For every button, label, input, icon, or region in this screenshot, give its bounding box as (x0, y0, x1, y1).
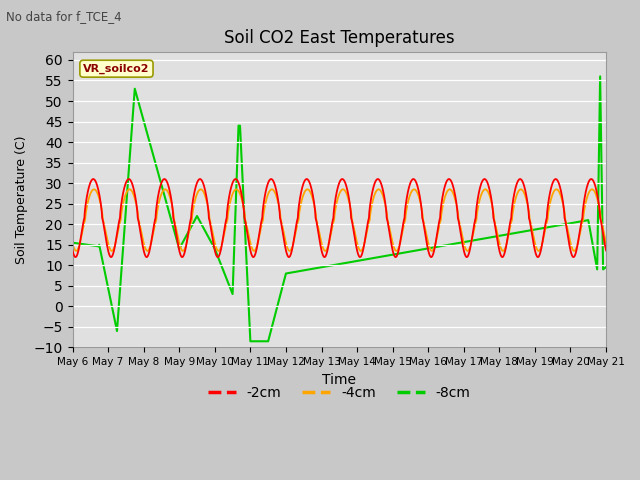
-2cm (509, 195, 517, 201)
-4cm (509, 205, 517, 211)
-2cm (68, 248, 76, 253)
-2cm (292, 227, 300, 232)
-4cm (90, 186, 98, 192)
-2cm (188, 215, 195, 221)
-8cm (602, 264, 610, 270)
Line: -2cm: -2cm (72, 179, 606, 257)
-4cm (68, 240, 76, 246)
-4cm (422, 228, 429, 234)
-8cm (246, 338, 254, 344)
-2cm (72, 254, 79, 260)
-8cm (596, 73, 604, 79)
-8cm (68, 240, 76, 246)
-2cm (556, 182, 563, 188)
-8cm (186, 226, 194, 231)
-8cm (278, 285, 286, 290)
-4cm (602, 240, 610, 246)
Line: -4cm: -4cm (72, 189, 606, 251)
-2cm (90, 176, 97, 182)
-2cm (602, 248, 610, 253)
Legend: -2cm, -4cm, -8cm: -2cm, -4cm, -8cm (202, 381, 476, 406)
-2cm (279, 228, 287, 234)
-4cm (556, 190, 563, 195)
-8cm (509, 230, 517, 236)
-2cm (422, 233, 429, 239)
-4cm (188, 219, 195, 225)
-4cm (72, 248, 80, 254)
Title: Soil CO2 East Temperatures: Soil CO2 East Temperatures (224, 29, 454, 48)
-8cm (291, 269, 299, 275)
X-axis label: Time: Time (323, 372, 356, 387)
-4cm (292, 230, 300, 236)
Line: -8cm: -8cm (72, 76, 606, 341)
Y-axis label: Soil Temperature (C): Soil Temperature (C) (15, 135, 28, 264)
-8cm (555, 222, 563, 228)
-4cm (279, 224, 287, 230)
Text: No data for f_TCE_4: No data for f_TCE_4 (6, 10, 122, 23)
-8cm (421, 246, 429, 252)
Text: VR_soilco2: VR_soilco2 (83, 63, 150, 74)
